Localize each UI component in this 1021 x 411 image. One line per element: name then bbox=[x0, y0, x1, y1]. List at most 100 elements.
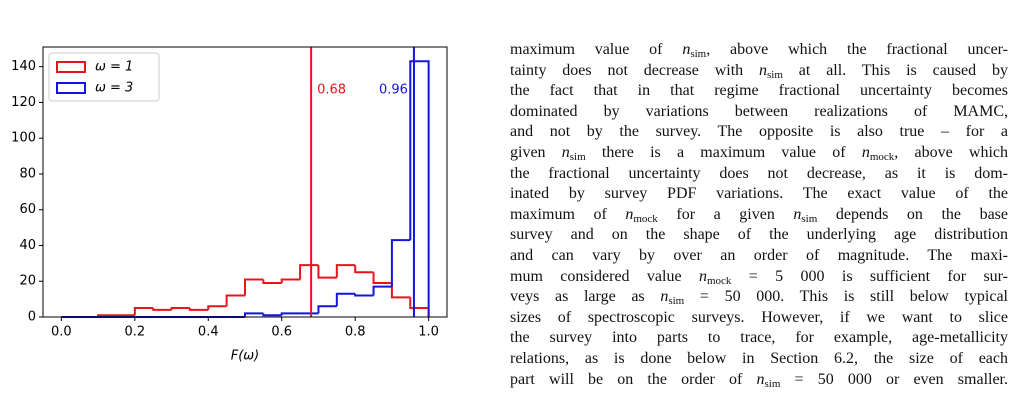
text-line: relations, as is done below in Section 6… bbox=[510, 349, 1008, 370]
text-run: depends on the base bbox=[817, 205, 1008, 223]
legend-swatch bbox=[56, 61, 86, 73]
math-subscript: sim bbox=[668, 295, 685, 308]
text-run: and not by the survey. The opposite is a… bbox=[510, 123, 1008, 141]
math: nsim bbox=[756, 370, 780, 390]
text-run: for a given bbox=[657, 205, 794, 223]
y-tick-label: 60 bbox=[19, 202, 36, 217]
y-tick-label: 20 bbox=[19, 274, 36, 289]
text-line: maximum value of nsim, above which the f… bbox=[510, 40, 1008, 61]
x-tick-label: 0.4 bbox=[198, 325, 219, 340]
math-symbol: n bbox=[861, 143, 870, 161]
text-line: and can vary by over an order of magnitu… bbox=[510, 246, 1008, 267]
histogram-step bbox=[335, 264, 356, 278]
math-symbol: n bbox=[698, 267, 707, 285]
text-run: dominated by variations between realizat… bbox=[510, 102, 1008, 120]
text-line: and not by the survey. The opposite is a… bbox=[510, 122, 1008, 143]
legend-box bbox=[48, 52, 160, 102]
text-run: = 50 000 or even smaller. bbox=[780, 370, 1008, 388]
histogram-step bbox=[390, 239, 411, 287]
math-subscript: sim bbox=[767, 68, 783, 81]
histogram-step bbox=[152, 308, 172, 311]
y-tick-label: 120 bbox=[11, 95, 36, 110]
text-line: the fact that in that regime fractional … bbox=[510, 81, 1008, 102]
histogram-step bbox=[354, 293, 374, 297]
math: nsim bbox=[561, 143, 586, 163]
math-symbol: n bbox=[561, 143, 570, 161]
text-run: and can vary by over an order of magnitu… bbox=[510, 246, 1008, 264]
text-run: the fractional uncertainty does not decr… bbox=[510, 164, 1008, 182]
math-subscript: mock bbox=[706, 274, 732, 287]
text-run: , above which the fractional uncer- bbox=[706, 41, 1009, 58]
math: nsim bbox=[759, 61, 783, 81]
math: nsim bbox=[793, 206, 818, 225]
math: nmock bbox=[625, 205, 658, 225]
chart: F(ω) 0 20 40 60 80 100 120 140 0.0 0.2 0.4 0.6 0.8 1.… bbox=[11, 46, 448, 364]
axes-frame bbox=[42, 46, 448, 318]
text-run: , above which bbox=[894, 143, 1009, 161]
histogram-step bbox=[262, 279, 282, 285]
math-symbol: n bbox=[625, 205, 634, 223]
histogram-step bbox=[133, 307, 154, 316]
x-axis-label: F(ω) bbox=[231, 349, 260, 364]
histogram-step bbox=[262, 313, 282, 317]
text-line: survey and on the shape of the underlyin… bbox=[510, 225, 1008, 246]
histogram-step bbox=[299, 264, 319, 280]
math-subscript: sim bbox=[569, 150, 586, 163]
text-line: the fractional uncertainty does not decr… bbox=[510, 164, 1008, 185]
legend: ω = 1 ω = 3 bbox=[48, 52, 160, 102]
math-subscript: sim bbox=[801, 212, 818, 225]
text-run: veys as large as bbox=[510, 288, 661, 306]
histogram-step bbox=[225, 294, 245, 307]
text-run: survey and on the shape of the underlyin… bbox=[510, 226, 1008, 244]
math: nsim bbox=[660, 288, 685, 308]
histogram-step bbox=[335, 292, 356, 307]
text-run: part will be on the order of bbox=[510, 370, 757, 388]
text-run: the survey into parts to trace, for exam… bbox=[510, 329, 1008, 347]
y-tick-label: 0 bbox=[28, 310, 36, 325]
histogram-step bbox=[317, 265, 337, 279]
text-line: tainty does not decrease with nsim at al… bbox=[510, 61, 1008, 82]
text-line: sizes of spectroscopic surveys. However,… bbox=[510, 308, 1008, 329]
reference-label: 0.96 bbox=[379, 83, 408, 98]
text-run: relations, as is done below in Section 6… bbox=[510, 349, 1008, 367]
math-symbol: n bbox=[759, 61, 768, 79]
x-tick-label: 0.6 bbox=[271, 325, 292, 340]
text-run: there is a maximum value of bbox=[585, 143, 862, 161]
x-tick-label: 1.0 bbox=[418, 325, 439, 340]
text-run: given bbox=[510, 143, 562, 161]
legend-label: ω = 3 bbox=[95, 81, 133, 96]
paragraph: maximum value of nsim, above which the f… bbox=[510, 40, 1008, 390]
histogram-step bbox=[280, 278, 301, 284]
histogram-step bbox=[244, 278, 264, 296]
histogram-step bbox=[280, 312, 301, 316]
x-tick-label: 0.2 bbox=[124, 325, 145, 340]
histogram-step bbox=[354, 265, 374, 274]
histogram-step bbox=[372, 272, 392, 285]
legend-label: ω = 1 bbox=[95, 60, 133, 75]
reference-label: 0.68 bbox=[317, 83, 346, 98]
text-run: = 50 000. This is still below typical bbox=[684, 288, 1008, 306]
y-tick-label: 80 bbox=[19, 166, 36, 181]
text-line: dominated by variations between realizat… bbox=[510, 102, 1008, 123]
legend-swatch bbox=[56, 82, 86, 94]
math: nmock bbox=[861, 143, 894, 163]
histogram-step bbox=[372, 285, 392, 296]
math-subscript: mock bbox=[633, 212, 658, 225]
x-tick-label: 0.8 bbox=[345, 325, 366, 340]
x-tick-label: 0.0 bbox=[51, 325, 72, 340]
math-symbol: n bbox=[756, 370, 765, 388]
histogram-step bbox=[188, 308, 209, 311]
histogram-step bbox=[317, 305, 337, 314]
text-run: sizes of spectroscopic surveys. However,… bbox=[510, 308, 1008, 326]
text-run: inated by survey PDF variations. The exa… bbox=[510, 185, 1008, 203]
text-line: the survey into parts to trace, for exam… bbox=[510, 328, 1008, 349]
y-tick-label: 140 bbox=[11, 59, 36, 74]
text-run: the fact that in that regime fractional … bbox=[510, 82, 1008, 100]
text-run: mum considered value bbox=[510, 267, 699, 285]
y-tick-label: 100 bbox=[11, 131, 36, 146]
text-line: part will be on the order of nsim = 50 0… bbox=[510, 370, 1008, 391]
math-subscript: sim bbox=[690, 48, 707, 60]
math-symbol: n bbox=[660, 288, 669, 306]
text-run: at all. This is caused by bbox=[782, 61, 1009, 79]
